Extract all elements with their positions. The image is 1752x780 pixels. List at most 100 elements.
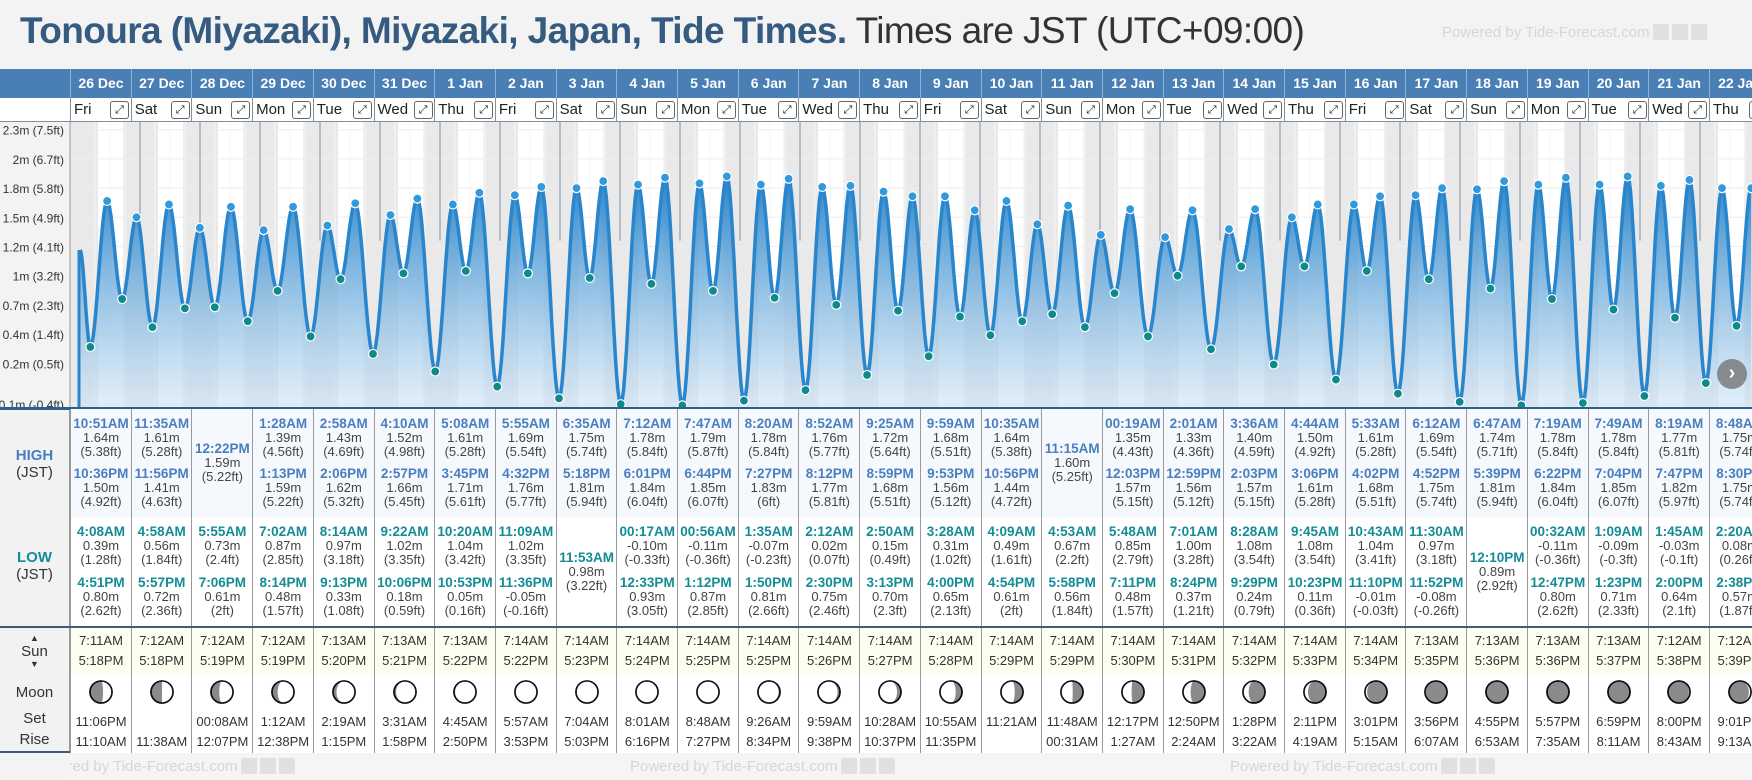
sunset-time: 5:25PM [746,653,792,668]
expand-day-button[interactable]: ⤢ [1263,101,1283,119]
moon-cell: 2:11PM 4:19AM [1284,674,1345,753]
high-tide-point [1560,172,1572,183]
low-tide-cell: 9:45AM 1.08m (3.54ft) 10:23PM 0.11m (0.36ft) [1284,517,1345,626]
high-tide-feet: (5.94ft) [1476,494,1518,509]
moon-cell: 6:59PM 8:11AM [1587,674,1649,753]
high-tide-time: 00:19AM [1105,416,1161,431]
high-tide-time: 2:57PM [380,466,429,481]
expand-day-button[interactable]: ⤢ [1748,101,1752,119]
moon-cell: 9:59AM 9:38PM [798,674,860,753]
expand-day-button[interactable]: ⤢ [1324,101,1343,119]
moon-phase-icon [1667,680,1691,704]
low-tide-meters: 0.56m [1054,588,1091,604]
sunrise-time: 7:12AM [260,633,306,648]
expand-day-button[interactable]: ⤢ [1506,101,1526,119]
high-tide-time: 7:19AM [1533,416,1582,431]
expand-day-button[interactable]: ⤢ [413,101,433,119]
moonrise-time: 6:16PM [624,734,670,749]
expand-day-button[interactable]: ⤢ [595,101,615,119]
low-tide-meters: 0.08m [1721,538,1752,554]
low-tide-entry: 9:13PM 0.33m (1.08ft) [314,575,374,618]
next-page-button[interactable]: › [1717,359,1747,389]
moon-phase-icon [574,680,599,704]
high-tide-cell: 8:20AM 1.78m (5.84ft) 7:27PM 1.83m (6ft) [737,409,799,517]
location-title: Tonoura (Miyazaki), Miyazaki, Japan, Tid… [20,10,847,51]
day-of-week: Tue ⤢ [1587,98,1649,122]
low-tide-entry: 1:35AM -0.07m (-0.23ft) [739,525,799,567]
high-tide-entry: 9:53PM 1.56m (5.12ft) [921,467,981,509]
moon-cell: 8:00PM 8:43AM [1648,674,1710,753]
high-tide-entry: 5:55AM 1.69m (5.54ft) [496,417,556,459]
expand-day-button[interactable]: ⤢ [656,101,676,119]
day-of-week: Thu ⤢ [859,98,921,122]
expand-day-button[interactable]: ⤢ [1445,101,1465,119]
moonset-time: 5:57PM [1535,714,1581,729]
low-tide-feet: (-0.36ft) [1535,552,1581,568]
expand-day-button[interactable]: ⤢ [1566,101,1586,119]
low-tide-time: 8:14AM [319,524,368,540]
expand-day-button[interactable]: ⤢ [717,101,736,119]
low-tide-entry: 10:53PM 0.05m (0.16ft) [435,574,495,618]
sunset-time: 5:20PM [321,653,367,668]
day-name: Sat [984,101,1008,118]
high-tide-entry: 5:39PM 1.81m (5.94ft) [1467,467,1527,509]
low-tide-entry: 1:50PM 0.81m (2.66ft) [739,575,799,618]
expand-day-button[interactable]: ⤢ [474,101,494,119]
moonset-time: 3:01PM [1353,714,1399,729]
sun-cell: 7:14AM 5:27PM [859,628,921,674]
moon-cell: 3:31AM 1:58PM [373,674,435,753]
sunset-time: 5:36PM [1474,653,1520,668]
low-tide-meters: 0.65m [932,588,969,604]
expand-day-button[interactable]: ⤢ [838,101,858,119]
high-tide-meters: 1.39m [265,430,302,445]
high-tide-cell: 8:52AM 1.76m (5.77ft) 8:12PM 1.77m (5.81ft) [798,409,860,517]
high-tide-meters: 1.56m [1175,480,1212,495]
expand-day-button[interactable]: ⤢ [777,101,797,119]
low-tide-entry: 5:48AM 0.85m (2.79ft) [1103,525,1163,567]
low-tide-entry: 00:17AM -0.10m (-0.33ft) [617,525,677,567]
low-tide-time: 7:11PM [1109,574,1157,590]
expand-day-button[interactable]: ⤢ [1202,101,1222,119]
date-header: 17 Jan [1405,69,1466,98]
moon-lit-part [277,681,295,703]
moon-outline [635,680,660,704]
low-tide-feet: (-0.26ft) [1413,602,1460,618]
low-tide-point [1079,321,1091,333]
expand-day-button[interactable]: ⤢ [1081,101,1101,119]
sun-cell: 7:12AM 5:19PM [252,628,314,674]
day-name: Sat [1409,101,1432,118]
high-tide-entry: 11:35AM 1.61m (5.28ft) [132,417,192,459]
expand-day-button[interactable]: ⤢ [959,101,979,119]
low-tide-point [1392,388,1404,399]
low-tide-entry: 8:14PM 0.48m (1.57ft) [253,575,313,618]
low-tide-time: 10:53PM [437,574,493,590]
expand-day-button[interactable]: ⤢ [899,101,919,119]
low-tide-feet: (-0.23ft) [745,552,792,568]
expand-day-button[interactable]: ⤢ [352,101,372,119]
expand-day-button[interactable]: ⤢ [1688,101,1708,119]
low-tide-meters: 0.85m [1114,538,1151,554]
expand-day-button[interactable]: ⤢ [292,101,312,119]
expand-day-button[interactable]: ⤢ [1384,101,1404,119]
low-tide-meters: 0.73m [204,538,241,554]
moon-outline [514,680,538,704]
moon-phase-icon [999,680,1024,704]
expand-day-button[interactable]: ⤢ [1020,101,1040,119]
sun-cell: 7:14AM 5:28PM [919,628,981,674]
expand-day-button[interactable]: ⤢ [534,101,554,119]
expand-day-button[interactable]: ⤢ [1141,101,1161,119]
high-tide-meters: 1.56m [932,480,969,495]
expand-day-button[interactable]: ⤢ [231,101,251,119]
high-tide-meters: 1.78m [750,430,787,445]
low-tide-feet: (3.22ft) [566,577,608,593]
high-tide-cell: 8:19AM 1.77m (5.81ft) 7:47PM 1.82m (5.97ft) [1648,409,1710,517]
low-tide-feet: (2.3ft) [873,602,908,618]
high-tide-cell: 7:47AM 1.79m (5.87ft) 6:44PM 1.85m (6.07ft) [677,409,738,517]
expand-day-button[interactable]: ⤢ [170,101,190,119]
low-tide-time: 11:52PM [1409,574,1464,590]
low-tide-time: 11:09AM [498,524,554,540]
expand-day-button[interactable]: ⤢ [110,101,129,119]
expand-day-button[interactable]: ⤢ [1627,101,1647,119]
high-tide-time: 6:01PM [623,466,671,481]
moon-lit-part [939,681,956,703]
